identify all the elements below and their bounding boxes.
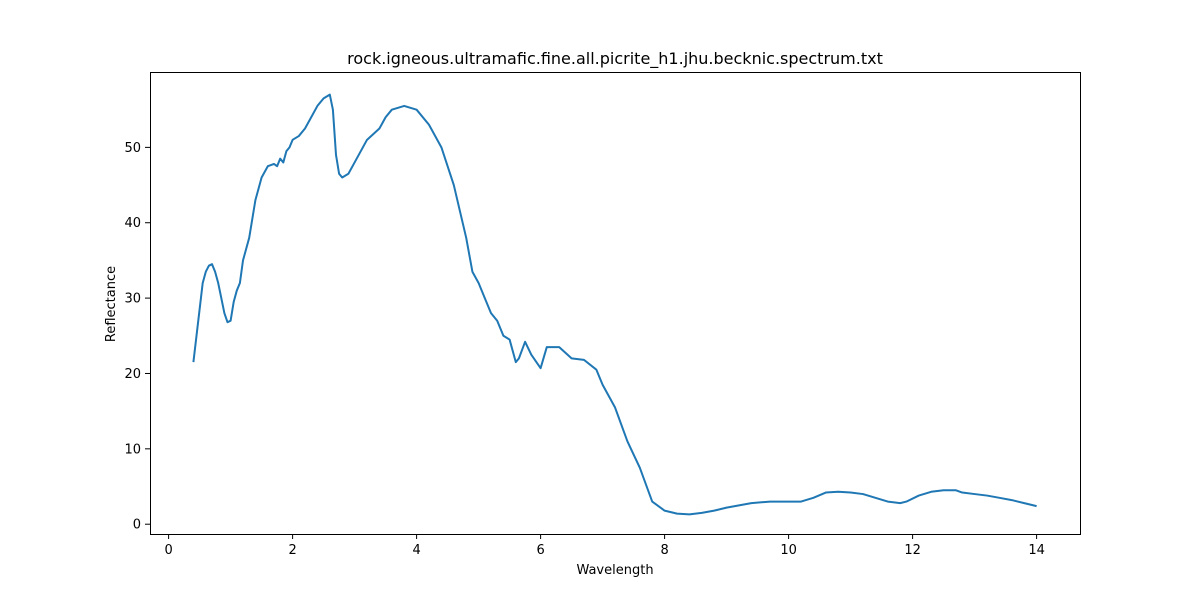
y-tick-label: 0: [133, 518, 141, 533]
x-tick-label: 6: [536, 543, 544, 558]
x-tick-label: 10: [780, 543, 797, 558]
x-axis-label: Wavelength: [576, 563, 653, 578]
y-tick-label: 30: [124, 292, 141, 307]
x-tick-label: 12: [904, 543, 921, 558]
y-tick-label: 40: [124, 216, 141, 231]
x-axis: 0 2 4 6 8 10 12 14: [164, 534, 1045, 558]
y-tick-label: 10: [124, 442, 141, 457]
x-tick-label: 4: [412, 543, 420, 558]
series-line-0: [192, 93, 1037, 516]
plot-frame: [150, 72, 1081, 535]
x-tick-label: 2: [288, 543, 296, 558]
y-tick-label: 50: [124, 141, 141, 156]
x-tick-label: 0: [164, 543, 172, 558]
y-tick-label: 20: [124, 367, 141, 382]
y-axis: 0 10 20 30 40 50: [124, 141, 150, 533]
y-axis-label: Reflectance: [104, 266, 119, 342]
chart-title: rock.igneous.ultramafic.fine.all.picrite…: [347, 49, 883, 69]
x-tick-label: 8: [660, 543, 668, 558]
plot-layer: [192, 93, 1037, 516]
x-tick-label: 14: [1028, 543, 1045, 558]
